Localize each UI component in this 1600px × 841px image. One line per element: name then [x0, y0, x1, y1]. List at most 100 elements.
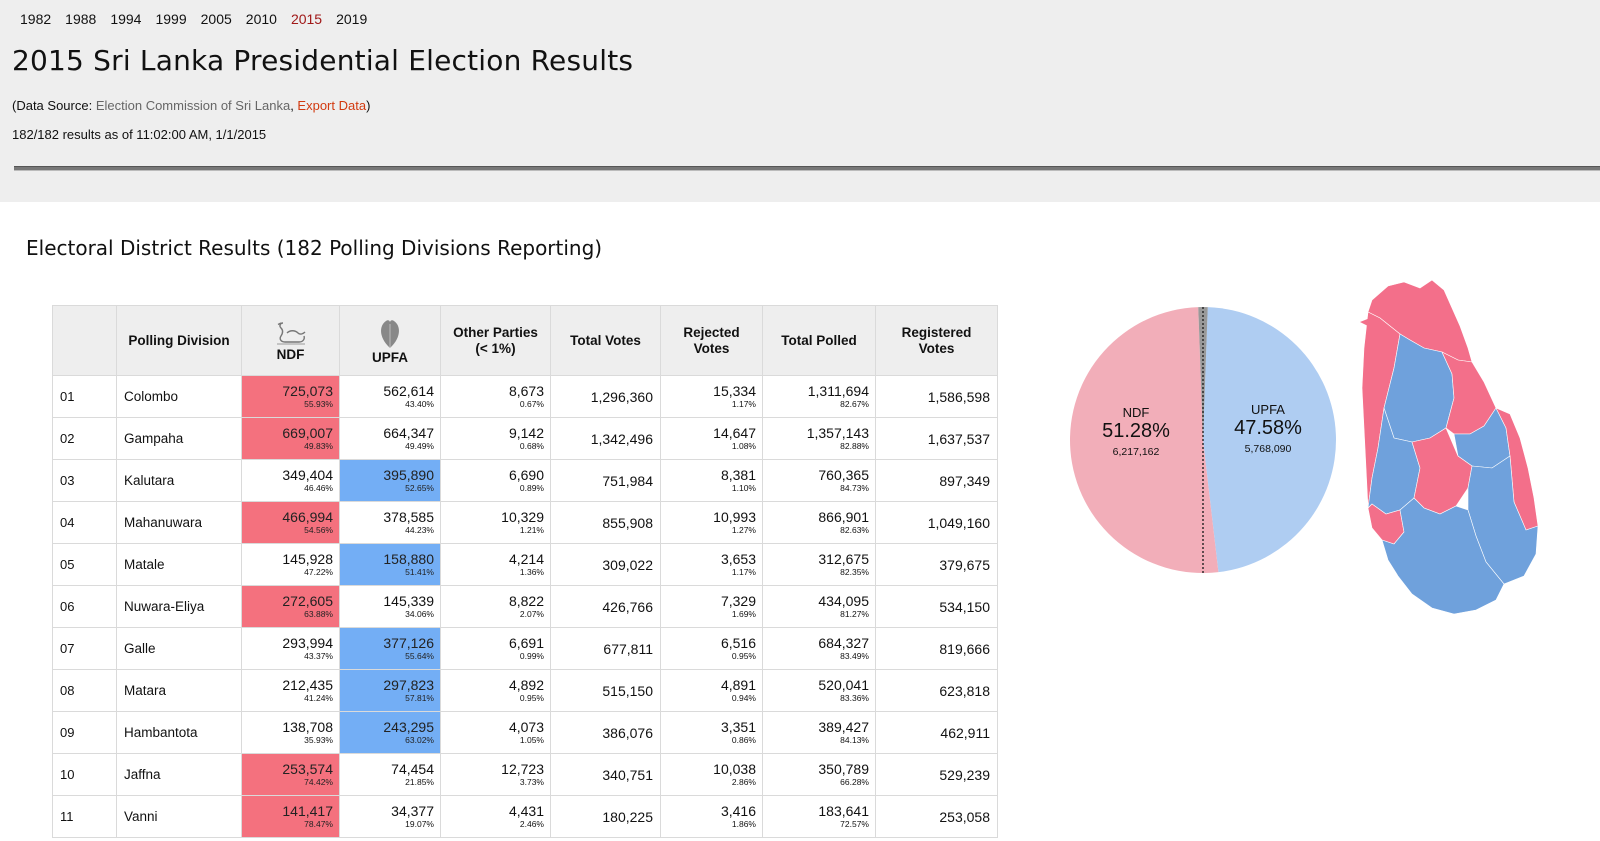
- ndf-votes-cell: 145,928 47.22%: [241, 543, 340, 586]
- registered-votes-cell: 1,586,598: [875, 375, 998, 418]
- other-value: 4,214: [508, 551, 544, 567]
- ndf-value: 253,574: [282, 761, 333, 777]
- map-district-kandy[interactable]: [1411, 427, 1473, 515]
- export-data-link[interactable]: Export Data: [297, 98, 367, 113]
- polled-percent: 83.49%: [840, 651, 869, 661]
- upfa-value: 664,347: [383, 425, 434, 441]
- table-row[interactable]: 02 Gampaha 669,007 49.83% 664,347 49.49% 9,142…: [52, 417, 998, 460]
- table-row[interactable]: 03 Kalutara 349,404 46.46% 395,890 52.65% 6,69…: [52, 459, 998, 502]
- upfa-percent: 34.06%: [405, 609, 434, 619]
- rejected-votes-cell: 15,334 1.17%: [660, 375, 763, 418]
- total-polled-cell: 183,641 72.57%: [762, 795, 876, 838]
- col-polled-header[interactable]: Total Polled: [762, 305, 876, 376]
- ndf-votes-cell: 293,994 43.37%: [241, 627, 340, 670]
- upfa-value: 243,295: [383, 719, 434, 735]
- rejected-votes-cell: 3,653 1.17%: [660, 543, 763, 586]
- col-upfa-header[interactable]: UPFA: [339, 305, 441, 376]
- total-polled-cell: 389,427 84.13%: [762, 711, 876, 754]
- year-link-1994[interactable]: 1994: [110, 11, 142, 27]
- year-link-1988[interactable]: 1988: [65, 11, 97, 27]
- table-row[interactable]: 11 Vanni 141,417 78.47% 34,377 19.07% 4,431 2.4…: [52, 795, 998, 838]
- sri-lanka-district-map[interactable]: [1360, 278, 1570, 618]
- table-row[interactable]: 09 Hambantota 138,708 35.93% 243,295 63.02% 4,…: [52, 711, 998, 754]
- year-link-1999[interactable]: 1999: [155, 11, 187, 27]
- table-row[interactable]: 04 Mahanuwara 466,994 54.56% 378,585 44.23% 10…: [52, 501, 998, 544]
- upfa-header-label: UPFA: [371, 349, 408, 365]
- rejected-percent: 1.27%: [731, 525, 756, 535]
- upfa-percent: 44.23%: [405, 525, 434, 535]
- rejected-value: 7,329: [720, 593, 756, 609]
- pie-ndf-votes: 6,217,162: [1112, 446, 1160, 458]
- upfa-percent: 51.41%: [405, 567, 434, 577]
- upfa-value: 145,339: [383, 593, 434, 609]
- registered-votes-cell: 534,150: [875, 585, 998, 628]
- page-title: 2015 Sri Lanka Presidential Election Res…: [12, 44, 634, 77]
- division-code: 06: [52, 585, 117, 628]
- map-district-south[interactable]: [1381, 497, 1505, 615]
- other-votes-cell: 6,691 0.99%: [440, 627, 551, 670]
- other-value: 6,690: [508, 467, 544, 483]
- col-registered-header[interactable]: Registered Votes: [875, 305, 998, 376]
- col-ndf-header[interactable]: NDF: [241, 305, 340, 376]
- division-name: Nuwara-Eliya: [116, 585, 242, 628]
- other-percent: 0.67%: [519, 399, 544, 409]
- pie-slice-upfa[interactable]: [1203, 307, 1336, 573]
- rejected-value: 10,993: [713, 509, 756, 525]
- ndf-value: 138,708: [282, 719, 333, 735]
- col-other-header[interactable]: Other Parties (< 1%): [440, 305, 551, 376]
- year-link-2019[interactable]: 2019: [336, 11, 368, 27]
- upfa-value: 378,585: [383, 509, 434, 525]
- other-value: 8,822: [508, 593, 544, 609]
- upfa-votes-cell: 243,295 63.02%: [339, 711, 441, 754]
- rejected-percent: 1.08%: [731, 441, 756, 451]
- polled-percent: 83.36%: [840, 693, 869, 703]
- polled-value: 183,641: [818, 803, 869, 819]
- ndf-value: 272,605: [282, 593, 333, 609]
- map-island-mannar[interactable]: [1360, 318, 1370, 326]
- table-row[interactable]: 01 Colombo 725,073 55.93% 562,614 43.40% 8,673…: [52, 375, 998, 418]
- polled-percent: 81.27%: [840, 609, 869, 619]
- upfa-votes-cell: 395,890 52.65%: [339, 459, 441, 502]
- division-name: Mahanuwara: [116, 501, 242, 544]
- col-rejected-header[interactable]: Rejected Votes: [660, 305, 763, 376]
- ndf-votes-cell: 138,708 35.93%: [241, 711, 340, 754]
- ndf-value: 141,417: [282, 803, 333, 819]
- table-row[interactable]: 10 Jaffna 253,574 74.42% 74,454 21.85% 12,723 3…: [52, 753, 998, 796]
- data-source-link[interactable]: Election Commission of Sri Lanka: [95, 98, 291, 113]
- ndf-percent: 55.93%: [304, 399, 333, 409]
- source-separator: ,: [290, 98, 298, 113]
- division-name: Jaffna: [116, 753, 242, 796]
- other-percent: 1.21%: [519, 525, 544, 535]
- polled-value: 760,365: [818, 467, 869, 483]
- registered-votes-cell: 897,349: [875, 459, 998, 502]
- year-link-1982[interactable]: 1982: [20, 11, 52, 27]
- pie-slice-other[interactable]: [1198, 307, 1208, 440]
- table-row[interactable]: 07 Galle 293,994 43.37% 377,126 55.64% 6,691 0.…: [52, 627, 998, 670]
- table-row[interactable]: 06 Nuwara-Eliya 272,605 63.88% 145,339 34.06%…: [52, 585, 998, 628]
- table-row[interactable]: 05 Matale 145,928 47.22% 158,880 51.41% 4,214 1…: [52, 543, 998, 586]
- rejected-value: 8,381: [720, 467, 756, 483]
- upfa-votes-cell: 297,823 57.81%: [339, 669, 441, 712]
- year-link-2010[interactable]: 2010: [245, 11, 277, 27]
- year-link-2015[interactable]: 2015: [290, 11, 323, 27]
- year-link-2005[interactable]: 2005: [200, 11, 232, 27]
- other-votes-cell: 4,214 1.36%: [440, 543, 551, 586]
- other-votes-cell: 10,329 1.21%: [440, 501, 551, 544]
- col-total-header[interactable]: Total Votes: [550, 305, 661, 376]
- upfa-votes-cell: 34,377 19.07%: [339, 795, 441, 838]
- division-name: Galle: [116, 627, 242, 670]
- rejected-votes-cell: 3,351 0.86%: [660, 711, 763, 754]
- rejected-percent: 1.17%: [731, 399, 756, 409]
- col-division-header[interactable]: Polling Division: [116, 305, 242, 376]
- rejected-votes-cell: 10,038 2.86%: [660, 753, 763, 796]
- pie-upfa-pct: 47.58%: [1234, 417, 1302, 439]
- rejected-value: 10,038: [713, 761, 756, 777]
- pie-slice-ndf[interactable]: [1070, 307, 1219, 573]
- ndf-votes-cell: 212,435 41.24%: [241, 669, 340, 712]
- other-votes-cell: 12,723 3.73%: [440, 753, 551, 796]
- division-code: 08: [52, 669, 117, 712]
- upfa-percent: 21.85%: [405, 777, 434, 787]
- rejected-percent: 2.86%: [731, 777, 756, 787]
- table-row[interactable]: 08 Matara 212,435 41.24% 297,823 57.81% 4,892 0…: [52, 669, 998, 712]
- pie-upfa-name: UPFA: [1251, 402, 1285, 417]
